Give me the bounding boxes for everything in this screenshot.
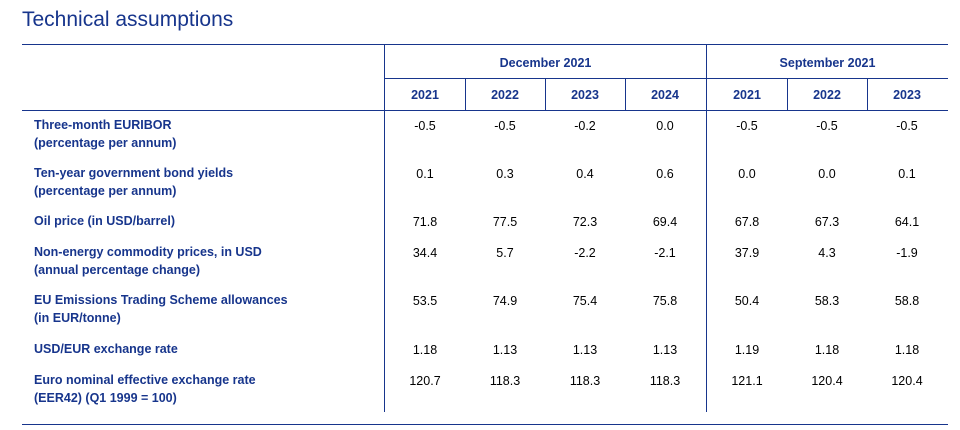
table-cell: 75.8: [652, 294, 678, 308]
year-header: 2024: [651, 88, 679, 102]
table-cell: 75.4: [572, 294, 598, 308]
table-top-rule: [22, 44, 948, 45]
row-label-main: Three-month EURIBOR: [34, 118, 172, 132]
table-cell: -0.5: [414, 119, 436, 133]
row-label-unit: (percentage per annum): [34, 184, 177, 198]
table-cell: 37.9: [734, 246, 760, 260]
year-header: 2023: [571, 88, 599, 102]
table-cell: 64.1: [894, 215, 920, 229]
header-bottom-rule: [22, 110, 948, 111]
group-divider: [706, 44, 707, 412]
table-cell: 1.19: [734, 343, 760, 357]
row-label-main: Oil price (in USD/barrel): [34, 214, 176, 228]
table-cell: 0.1: [416, 167, 434, 181]
row-label-unit: (EER42) (Q1 1999 = 100): [34, 391, 177, 405]
table-cell: -1.9: [896, 246, 918, 260]
year-cell-divider: [545, 78, 546, 110]
row-label: Ten-year government bond yields (percenta…: [34, 164, 374, 200]
year-header: 2022: [813, 88, 841, 102]
row-label-main: EU Emissions Trading Scheme allowances: [34, 293, 288, 307]
year-header-top-rule: [385, 78, 948, 79]
table-cell: 0.3: [496, 167, 514, 181]
table-cell: 50.4: [734, 294, 760, 308]
table-bottom-rule: [22, 424, 948, 425]
label-column-divider: [384, 44, 385, 412]
table-cell: 120.4: [891, 374, 923, 388]
year-header: 2021: [733, 88, 761, 102]
table-cell: 0.0: [818, 167, 836, 181]
row-label: EU Emissions Trading Scheme allowances (i…: [34, 291, 374, 327]
year-header: 2021: [411, 88, 439, 102]
year-cell-divider: [867, 78, 868, 110]
table-cell: 118.3: [489, 374, 521, 388]
year-header: 2022: [491, 88, 519, 102]
group-header: December 2021: [499, 56, 592, 70]
table-cell: -2.1: [654, 246, 676, 260]
year-cell-divider: [465, 78, 466, 110]
table-cell: 0.0: [656, 119, 674, 133]
row-label-main: Euro nominal effective exchange rate: [34, 373, 256, 387]
row-label-unit: (percentage per annum): [34, 136, 177, 150]
table-cell: 0.0: [738, 167, 756, 181]
table-cell: 74.9: [492, 294, 518, 308]
table-cell: 58.8: [894, 294, 920, 308]
row-label-unit: (in EUR/tonne): [34, 311, 121, 325]
table-cell: 118.3: [649, 374, 681, 388]
row-label-main: Ten-year government bond yields: [34, 166, 234, 180]
table-cell: 5.7: [496, 246, 514, 260]
table-cell: -0.5: [494, 119, 516, 133]
year-cell-divider: [625, 78, 626, 110]
table-cell: 1.13: [572, 343, 598, 357]
table-cell: 69.4: [652, 215, 678, 229]
year-cell-divider: [787, 78, 788, 110]
table-cell: 72.3: [572, 215, 598, 229]
table-cell: 121.1: [731, 374, 763, 388]
table-cell: 1.18: [894, 343, 920, 357]
table-cell: 4.3: [818, 246, 836, 260]
table-cell: -2.2: [574, 246, 596, 260]
table-cell: 34.4: [412, 246, 438, 260]
table-cell: -0.5: [736, 119, 758, 133]
table-cell: 67.8: [734, 215, 760, 229]
page-title: Technical assumptions: [22, 8, 234, 31]
table-cell: -0.2: [574, 119, 596, 133]
row-label-unit: (annual percentage change): [34, 263, 201, 277]
table-cell: 1.18: [412, 343, 438, 357]
table-cell: 1.18: [814, 343, 840, 357]
row-label: Three-month EURIBOR (percentage per annum…: [34, 116, 374, 152]
table-cell: 0.1: [898, 167, 916, 181]
row-label-main: Non-energy commodity prices, in USD: [34, 245, 262, 259]
table-cell: 58.3: [814, 294, 840, 308]
row-label: USD/EUR exchange rate: [34, 340, 374, 358]
table-cell: 1.13: [652, 343, 678, 357]
group-header: September 2021: [779, 56, 876, 70]
row-label: Euro nominal effective exchange rate (EER…: [34, 371, 374, 407]
year-header: 2023: [893, 88, 921, 102]
table-cell: -0.5: [896, 119, 918, 133]
table-cell: 1.13: [492, 343, 518, 357]
row-label-main: USD/EUR exchange rate: [34, 342, 178, 356]
table-cell: 0.6: [656, 167, 674, 181]
row-label: Non-energy commodity prices, in USD (annu…: [34, 243, 374, 279]
table-cell: 0.4: [576, 167, 594, 181]
table-cell: 120.4: [811, 374, 843, 388]
table-cell: 120.7: [409, 374, 441, 388]
table-cell: -0.5: [816, 119, 838, 133]
table-cell: 67.3: [814, 215, 840, 229]
row-label: Oil price (in USD/barrel): [34, 212, 374, 230]
table-cell: 53.5: [412, 294, 438, 308]
table-cell: 77.5: [492, 215, 518, 229]
table-cell: 71.8: [412, 215, 438, 229]
table-cell: 118.3: [569, 374, 601, 388]
